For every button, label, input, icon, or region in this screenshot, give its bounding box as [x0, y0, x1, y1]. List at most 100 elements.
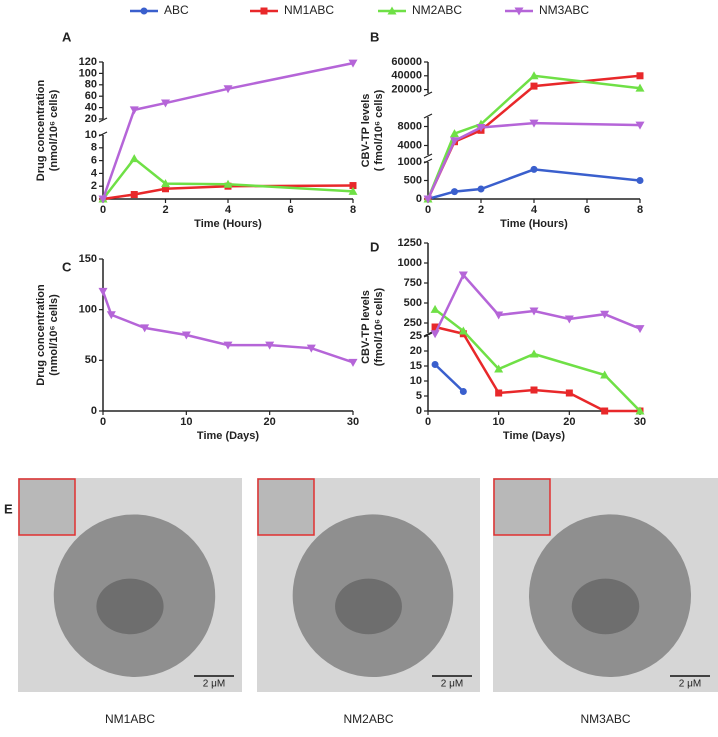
y-tick-label: 10 — [410, 375, 422, 387]
data-point — [349, 182, 357, 190]
y-tick-label: 150 — [79, 253, 97, 265]
y-tick-label: 20 — [410, 345, 422, 357]
data-point — [223, 341, 233, 350]
x-tick-label: 6 — [584, 204, 590, 216]
x-tick-label: 20 — [264, 416, 276, 428]
y-tick-label: 250 — [404, 317, 422, 329]
y-axis-label: Drug concentration — [35, 79, 47, 181]
data-point — [495, 389, 503, 397]
y-tick-label: 6 — [91, 155, 97, 167]
y-axis-label: (fmol/10⁶ cells) — [373, 287, 385, 366]
legend-label: ABC — [164, 3, 189, 17]
panel-label: A — [62, 29, 72, 44]
y-tick-label: 0 — [91, 405, 97, 417]
y-tick-label: 0 — [416, 193, 422, 205]
data-point — [129, 106, 139, 115]
y-tick-label: 1000 — [398, 156, 422, 168]
y-tick-label: 120 — [79, 56, 97, 68]
data-point — [494, 311, 504, 320]
axis-break — [98, 117, 108, 123]
data-point — [181, 331, 191, 340]
data-point — [140, 324, 150, 333]
axis-break — [423, 113, 433, 119]
series-line — [433, 272, 641, 335]
inset — [493, 478, 551, 536]
x-axis-label: Time (Hours) — [194, 218, 262, 230]
axis-break — [423, 153, 433, 159]
data-point — [636, 72, 644, 80]
y-axis-label: Drug concentration — [35, 284, 47, 386]
x-tick-label: 0 — [425, 416, 431, 428]
y-tick-label: 1000 — [398, 257, 422, 269]
image-caption: NM3ABC — [580, 712, 630, 726]
scale-bar-label: 2 μM — [441, 679, 463, 690]
x-tick-label: 4 — [531, 204, 538, 216]
data-point — [635, 121, 645, 130]
data-point — [529, 307, 539, 316]
inset — [257, 478, 315, 536]
data-point — [161, 99, 170, 108]
data-point — [636, 177, 644, 184]
x-axis-label: Time (Days) — [503, 430, 565, 442]
data-point — [635, 325, 645, 334]
y-tick-label: 20000 — [391, 83, 422, 95]
y-tick-label: 4000 — [398, 139, 422, 151]
data-point — [451, 188, 458, 196]
legend-marker — [140, 7, 148, 15]
data-point — [223, 179, 233, 188]
x-tick-label: 10 — [180, 416, 192, 428]
series-line — [434, 308, 641, 412]
panel-label: B — [370, 29, 379, 44]
data-point — [600, 310, 610, 319]
data-point — [98, 195, 108, 204]
legend-label: NM2ABC — [412, 3, 462, 17]
data-point — [458, 271, 468, 280]
data-point — [431, 323, 439, 331]
data-point — [601, 407, 609, 415]
series-line — [101, 61, 354, 200]
data-point — [458, 326, 468, 335]
x-tick-label: 2 — [162, 204, 168, 216]
image-caption: NM1ABC — [105, 712, 155, 726]
y-tick-label: 60000 — [391, 56, 422, 68]
y-tick-label: 40 — [85, 102, 97, 114]
x-tick-label: 30 — [347, 416, 359, 428]
x-tick-label: 4 — [225, 204, 232, 216]
y-axis-label: CBV-TP levels — [360, 94, 372, 168]
nucleus — [335, 578, 402, 635]
y-tick-label: 500 — [404, 297, 422, 309]
series-line — [434, 363, 465, 393]
data-point — [450, 129, 459, 138]
data-point — [161, 179, 170, 188]
data-point — [162, 185, 169, 193]
series-line — [427, 168, 641, 201]
panel-label: C — [62, 259, 72, 274]
data-point — [459, 388, 467, 395]
nucleus — [571, 578, 640, 635]
y-axis-label: (nmol/10⁶ cells) — [48, 294, 60, 376]
data-point — [106, 311, 116, 320]
x-tick-label: 0 — [100, 204, 106, 216]
y-tick-label: 100 — [79, 67, 97, 79]
data-point — [306, 344, 316, 353]
y-axis-label: CBV-TP levels — [360, 290, 372, 364]
data-point — [477, 185, 485, 193]
x-tick-label: 8 — [637, 204, 643, 216]
y-tick-label: 50 — [85, 354, 97, 366]
data-point — [564, 315, 574, 324]
data-point — [423, 195, 433, 204]
data-point — [348, 186, 358, 195]
data-point — [450, 137, 459, 146]
series-line — [434, 325, 640, 413]
y-tick-label: 8000 — [398, 120, 422, 132]
x-tick-label: 0 — [100, 416, 106, 428]
panel-label: E — [4, 501, 13, 516]
series-line — [101, 291, 354, 364]
legend-marker — [387, 6, 397, 15]
data-point — [348, 59, 358, 68]
y-tick-label: 4 — [91, 167, 98, 179]
data-point — [265, 341, 275, 350]
inset — [18, 478, 76, 536]
legend-label: NM1ABC — [284, 3, 334, 17]
